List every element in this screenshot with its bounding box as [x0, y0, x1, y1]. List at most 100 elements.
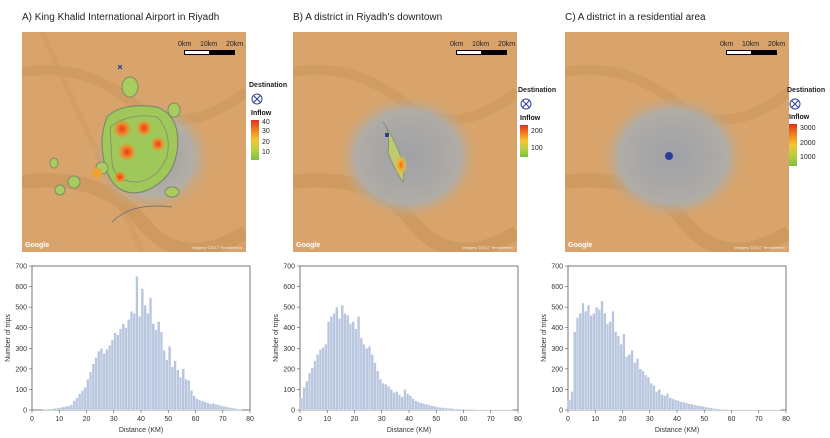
histogram-bar — [641, 370, 645, 411]
y-tick-label: 0 — [23, 408, 27, 415]
y-tick-label: 300 — [551, 346, 563, 353]
scale-label-0: 0km — [178, 41, 192, 48]
y-tick-label: 300 — [283, 346, 295, 353]
histogram-bar — [460, 409, 464, 411]
histogram-bar — [61, 406, 65, 411]
y-tick-label: 700 — [15, 264, 27, 271]
histogram-bar — [105, 349, 109, 411]
histogram-bar — [195, 398, 199, 411]
histogram-bar — [425, 404, 429, 411]
inflow-tick: 40 — [262, 119, 270, 126]
histogram-bar — [578, 313, 582, 411]
histogram-bar — [91, 363, 95, 411]
inflow-label-a: Inflow — [251, 110, 272, 117]
x-tick-label: 80 — [514, 416, 522, 423]
histogram-bar — [422, 403, 426, 411]
scale-bar-c: 0km 10km 20km — [702, 41, 786, 61]
histogram-a-svg: 0 10 20 30 40 50 60 70 80 0 100 200 300 400 500 600 700 D… — [5, 264, 254, 435]
y-tick-label: 700 — [283, 264, 295, 271]
histogram-bar — [660, 394, 664, 411]
histogram-bar — [119, 328, 123, 411]
histogram-bar — [75, 397, 79, 411]
histogram-bar — [581, 302, 585, 411]
x-tick-label: 20 — [351, 416, 359, 423]
histogram-bar — [723, 409, 727, 411]
histogram-bar — [606, 323, 610, 411]
histogram-bar — [310, 367, 314, 411]
y-tick-label: 500 — [15, 305, 27, 312]
histogram-bar — [627, 354, 631, 411]
histogram-bar — [630, 350, 634, 411]
histogram-bar — [373, 362, 377, 411]
panel-title-c: C) A district in a residential area — [565, 12, 706, 23]
histogram-bar — [433, 406, 437, 411]
histogram-bar — [346, 315, 350, 411]
histogram-bar — [362, 344, 366, 411]
histogram-bar — [146, 313, 150, 411]
histogram-bar — [638, 368, 642, 411]
histogram-bar — [701, 406, 705, 411]
histogram-bar — [42, 409, 46, 411]
inflow-tick: 2000 — [800, 140, 816, 147]
histogram-bar — [608, 321, 612, 411]
x-tick-label: 10 — [591, 416, 599, 423]
histogram-bar — [86, 378, 90, 411]
histogram-bar — [97, 351, 101, 411]
histogram-bar — [338, 318, 342, 411]
histogram-bar — [168, 346, 172, 411]
histogram-bar — [170, 366, 174, 411]
histogram-bar — [348, 323, 352, 411]
histogram-bar — [576, 317, 580, 411]
histogram-c: 0 10 20 30 40 50 60 70 80 0 100 200 300 400 500 600 700 D… — [536, 262, 796, 438]
histogram-bar — [359, 337, 363, 411]
histogram-bar — [340, 304, 344, 411]
scale-label-20: 20km — [768, 41, 786, 48]
histogram-bar — [50, 408, 54, 411]
histogram-bar — [463, 409, 467, 411]
x-tick-label: 20 — [619, 416, 627, 423]
google-logo-b: Google — [296, 242, 321, 249]
histogram-bar — [427, 404, 431, 411]
histogram-bar — [59, 407, 63, 411]
histogram-bar — [436, 406, 440, 411]
scale-label-10: 10km — [742, 41, 760, 48]
histogram-bar — [376, 370, 380, 411]
histogram-bar — [200, 400, 204, 411]
histogram-bar — [597, 309, 601, 411]
legend-a: Destination Inflow 40 30 20 10 — [249, 82, 289, 172]
google-logo-a: Google — [25, 242, 50, 249]
histogram-b-svg: 0 10 20 30 40 50 60 70 80 0 100 200 300 400 500 600 700 D… — [273, 264, 522, 435]
y-axis-label: Number of trips — [5, 314, 12, 362]
histogram-bar — [704, 406, 708, 411]
histogram-bar — [444, 407, 448, 411]
histogram-bar — [655, 391, 659, 411]
histogram-bar — [143, 304, 147, 411]
inflow-ramp-b — [520, 125, 528, 157]
y-tick-label: 600 — [551, 284, 563, 291]
inflow-tick: 30 — [262, 128, 270, 135]
y-tick-label: 500 — [551, 305, 563, 312]
histogram-bar — [176, 369, 180, 411]
histogram-bar — [53, 408, 57, 411]
x-tick-label: 30 — [378, 416, 386, 423]
inflow-tick: 10 — [262, 149, 270, 156]
x-axis-label: Distance (KM) — [655, 427, 699, 434]
histogram-bar — [452, 408, 456, 411]
histogram-bar — [695, 405, 699, 411]
histogram-bar — [649, 383, 653, 411]
histogram-bar — [706, 407, 710, 411]
panel-title-b: B) A district in Riyadh's downtown — [293, 12, 443, 23]
y-tick-label: 0 — [559, 408, 563, 415]
scale-label-20: 20km — [498, 41, 516, 48]
histogram-bar — [214, 404, 218, 411]
y-tick-label: 400 — [283, 325, 295, 332]
histogram-bar — [110, 339, 114, 411]
histogram-bar — [693, 404, 697, 411]
histogram-bar — [365, 348, 369, 411]
histogram-bar — [217, 404, 221, 411]
y-tick-label: 400 — [551, 325, 563, 332]
histogram-bar — [351, 321, 355, 411]
histogram-bar — [127, 319, 131, 411]
destination-icon — [520, 98, 532, 110]
histogram-bar — [397, 394, 401, 411]
